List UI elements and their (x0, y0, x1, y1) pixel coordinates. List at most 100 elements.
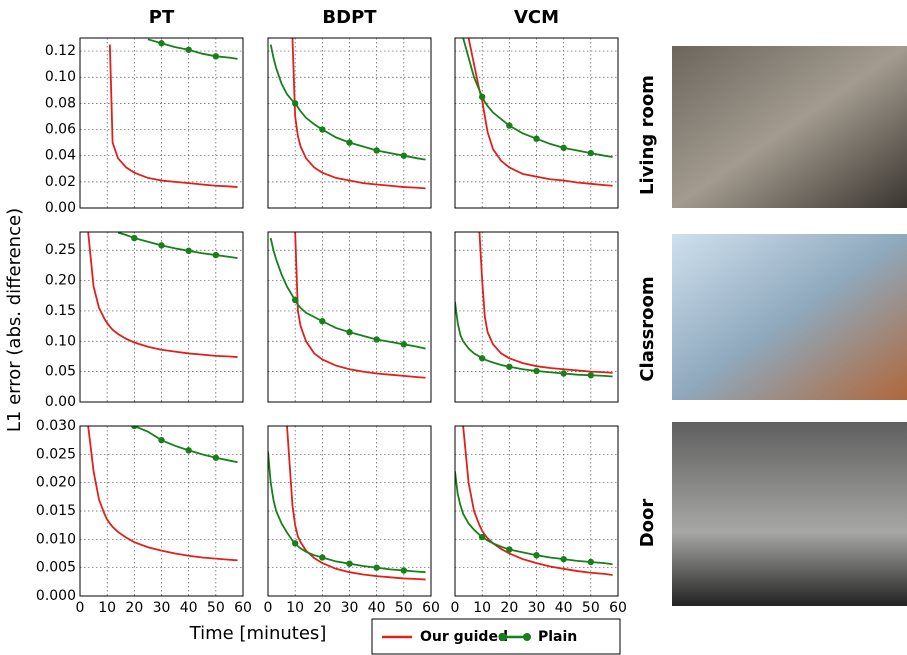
x-tick-label: 20 (500, 600, 518, 616)
y-tick-label: 0.25 (45, 242, 76, 258)
marker (185, 447, 192, 454)
marker (158, 242, 165, 249)
series-line (462, 426, 613, 576)
y-tick-label: 0.12 (45, 43, 76, 59)
x-tick-label: 0 (76, 600, 85, 616)
row-title: Living room (637, 75, 658, 195)
y-tick-label: 0.025 (36, 446, 76, 462)
marker (478, 533, 486, 541)
marker (560, 555, 567, 563)
marker (478, 93, 486, 101)
column-title: VCM (514, 7, 559, 28)
x-tick-label: 40 (180, 600, 198, 616)
series-line (269, 44, 426, 161)
x-tick-label: 30 (153, 600, 171, 616)
y-tick-label: 0.15 (45, 303, 76, 319)
scene-image (672, 46, 907, 208)
series-line (462, 38, 613, 158)
y-tick-label: 0.015 (36, 503, 76, 519)
legend-label: Plain (538, 629, 577, 645)
axes-frame (267, 231, 432, 403)
row-title: Classroom (637, 276, 658, 381)
x-tick-label: 10 (286, 600, 304, 616)
plot-area (462, 38, 613, 187)
marker (587, 149, 595, 157)
plot-area (108, 38, 238, 188)
y-tick-label: 0.04 (45, 148, 76, 164)
legend-marker (523, 633, 531, 641)
axes-frame (454, 37, 619, 209)
marker (400, 341, 408, 348)
plot-area (269, 38, 426, 190)
plot-area (269, 232, 426, 379)
series-line (269, 237, 426, 350)
scene-image (672, 422, 907, 606)
y-tick-label: 0.005 (36, 560, 76, 576)
y-tick-label: 0.030 (36, 418, 76, 434)
marker (319, 554, 326, 561)
series-line (268, 451, 426, 574)
series-line (478, 232, 613, 374)
series-line (133, 426, 238, 464)
marker (212, 251, 220, 259)
y-tick-label: 0.05 (45, 364, 76, 380)
axes-frame (79, 37, 244, 209)
marker (587, 558, 595, 566)
x-tick-label: 30 (341, 600, 359, 616)
series-line (286, 426, 426, 581)
marker (373, 336, 380, 343)
y-tick-label: 0.02 (45, 174, 76, 190)
x-tick-label: 60 (609, 600, 627, 616)
y-tick-label: 0.010 (36, 531, 76, 547)
marker (560, 370, 567, 377)
series-line (455, 471, 613, 566)
y-tick-label: 0.10 (45, 333, 76, 349)
marker (506, 122, 513, 129)
x-tick-label: 60 (234, 600, 252, 616)
series-line (87, 426, 238, 562)
plot-area (87, 232, 238, 358)
column-title: PT (149, 7, 175, 28)
marker (319, 318, 326, 325)
x-tick-label: 50 (395, 600, 413, 616)
marker (212, 454, 220, 461)
marker (346, 139, 353, 146)
x-tick-label: 30 (528, 600, 546, 616)
y-tick-label: 0.06 (45, 122, 76, 138)
marker (131, 426, 138, 430)
axes-frame (79, 425, 244, 597)
row-title: Door (637, 499, 658, 548)
x-tick-label: 20 (313, 600, 331, 616)
marker (506, 363, 513, 370)
x-tick-label: 50 (582, 600, 600, 616)
y-tick-label: 0.10 (45, 69, 76, 85)
x-tick-label: 10 (98, 600, 116, 616)
legend-label: Our guided (420, 629, 508, 645)
marker (212, 53, 220, 60)
series-line (467, 38, 613, 187)
marker (560, 144, 567, 152)
x-tick-label: 40 (368, 600, 386, 616)
marker (533, 367, 540, 375)
x-axis-label: Time [minutes] (189, 623, 327, 644)
y-tick-label: 0.00 (45, 200, 76, 216)
marker (373, 564, 380, 571)
marker (478, 355, 486, 362)
marker (346, 328, 353, 336)
marker (291, 100, 299, 107)
x-tick-label: 50 (207, 600, 225, 616)
marker (291, 296, 299, 304)
y-tick-label: 0.000 (36, 588, 76, 604)
marker (185, 247, 192, 255)
axes-frame (79, 231, 244, 403)
plot-area (268, 426, 426, 581)
marker (185, 46, 192, 53)
axes-frame (267, 37, 432, 209)
x-tick-label: 0 (451, 600, 460, 616)
plot-area (455, 232, 613, 379)
series-line (87, 232, 238, 358)
series-line (455, 301, 613, 378)
y-tick-label: 0.00 (45, 394, 76, 410)
x-tick-label: 40 (555, 600, 573, 616)
plot-area (87, 426, 238, 562)
